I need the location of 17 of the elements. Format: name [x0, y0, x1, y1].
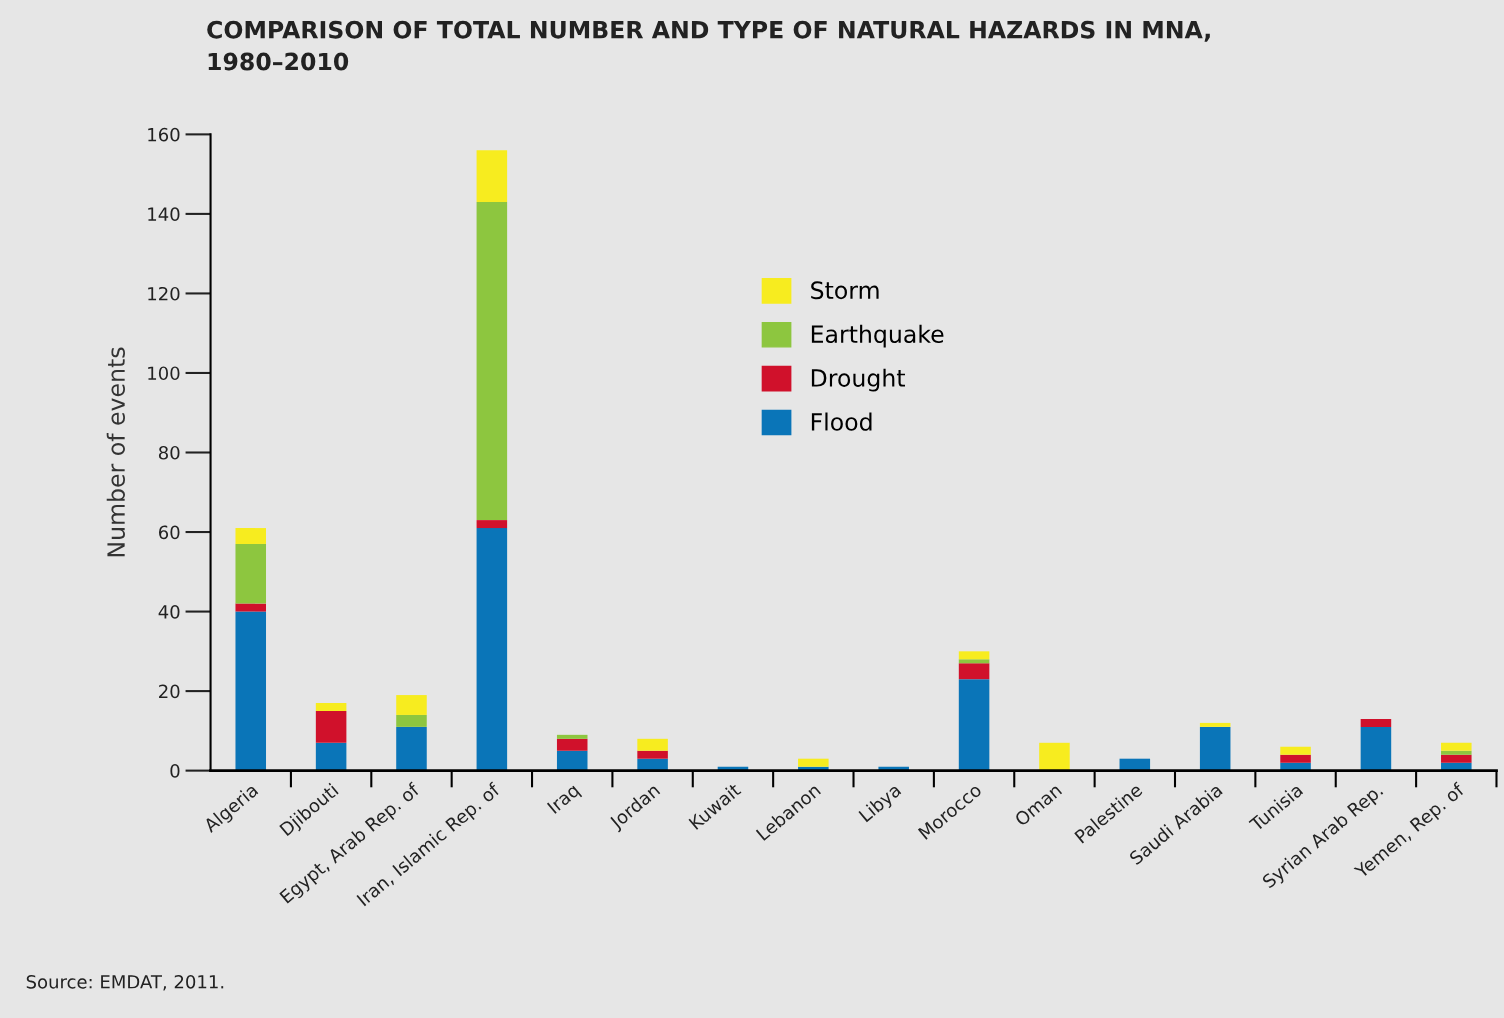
source-note: Source: EMDAT, 2011. [26, 974, 224, 991]
y-tick-label: 0 [170, 764, 180, 778]
x-tick-label: Iraq [546, 783, 583, 817]
y-tick-label: 20 [159, 684, 180, 699]
y-tick-label: 100 [148, 366, 180, 381]
y-tick-label: 120 [148, 286, 180, 301]
y-axis-title: Number of events [106, 347, 125, 557]
legend-label: Storm [811, 281, 879, 300]
legend-label: Earthquake [811, 324, 944, 348]
legend-label: Flood [811, 412, 872, 431]
y-tick-label: 160 [148, 127, 180, 142]
chart-title: COMPARISON OF TOTAL NUMBER AND TYPE OF NATURAL HAZARDS IN MNA, 1980–2010 [207, 20, 1210, 71]
y-tick-label: 40 [158, 605, 180, 619]
y-tick-label: 80 [158, 445, 180, 460]
legend-label: Drought [811, 368, 905, 392]
y-tick-label: 140 [148, 207, 180, 222]
y-tick-label: 60 [158, 525, 180, 540]
